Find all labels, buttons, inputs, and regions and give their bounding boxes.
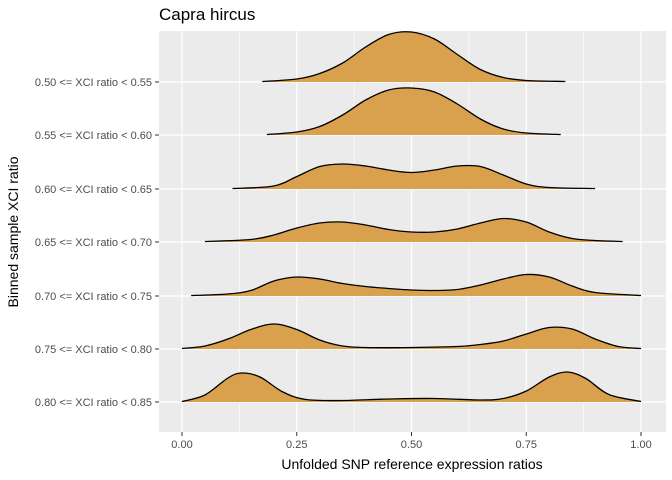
x-tick-label: 0.00 — [171, 439, 192, 451]
ridge-outline — [232, 163, 596, 190]
ridge-fill — [182, 371, 641, 402]
y-tick-label: 0.60 <= XCI ratio < 0.65 — [35, 184, 152, 196]
y-axis-title: Binned sample XCI ratio — [5, 156, 21, 307]
ridge-outline — [181, 371, 642, 403]
y-tick-label: 0.75 <= XCI ratio < 0.80 — [35, 344, 152, 356]
ridge-fill — [204, 218, 623, 242]
x-tick-label: 1.00 — [630, 439, 651, 451]
y-tick-label: 0.55 <= XCI ratio < 0.60 — [35, 130, 152, 142]
ridge-fill — [182, 324, 641, 349]
ridges — [181, 31, 642, 403]
ridge-fill — [232, 163, 596, 189]
y-tick-label: 0.70 <= XCI ratio < 0.75 — [35, 291, 152, 303]
ridge-outline — [262, 31, 566, 83]
x-tick-label: 0.25 — [286, 439, 307, 451]
ridge-fill — [191, 274, 641, 296]
x-axis-title: Unfolded SNP reference expression ratios — [281, 456, 542, 472]
x-tick-label: 0.50 — [401, 439, 422, 451]
y-tick-label: 0.80 <= XCI ratio < 0.85 — [35, 397, 152, 409]
ridge-outline — [181, 323, 642, 350]
ridge-outline — [266, 87, 561, 136]
y-tick-label: 0.65 <= XCI ratio < 0.70 — [35, 237, 152, 249]
ridge-fill — [262, 31, 566, 82]
y-tick-label: 0.50 <= XCI ratio < 0.55 — [35, 77, 152, 89]
ridge-outline — [204, 217, 623, 243]
ridge-outline — [191, 273, 642, 297]
chart-title: Capra hircus — [159, 5, 255, 24]
x-tick-label: 0.75 — [516, 439, 537, 451]
x-axis-ticks: 0.00 0.25 0.50 0.75 1.00 — [171, 432, 652, 451]
y-axis-ticks: 0.50 <= XCI ratio < 0.55 0.55 <= XCI rati… — [35, 77, 159, 409]
